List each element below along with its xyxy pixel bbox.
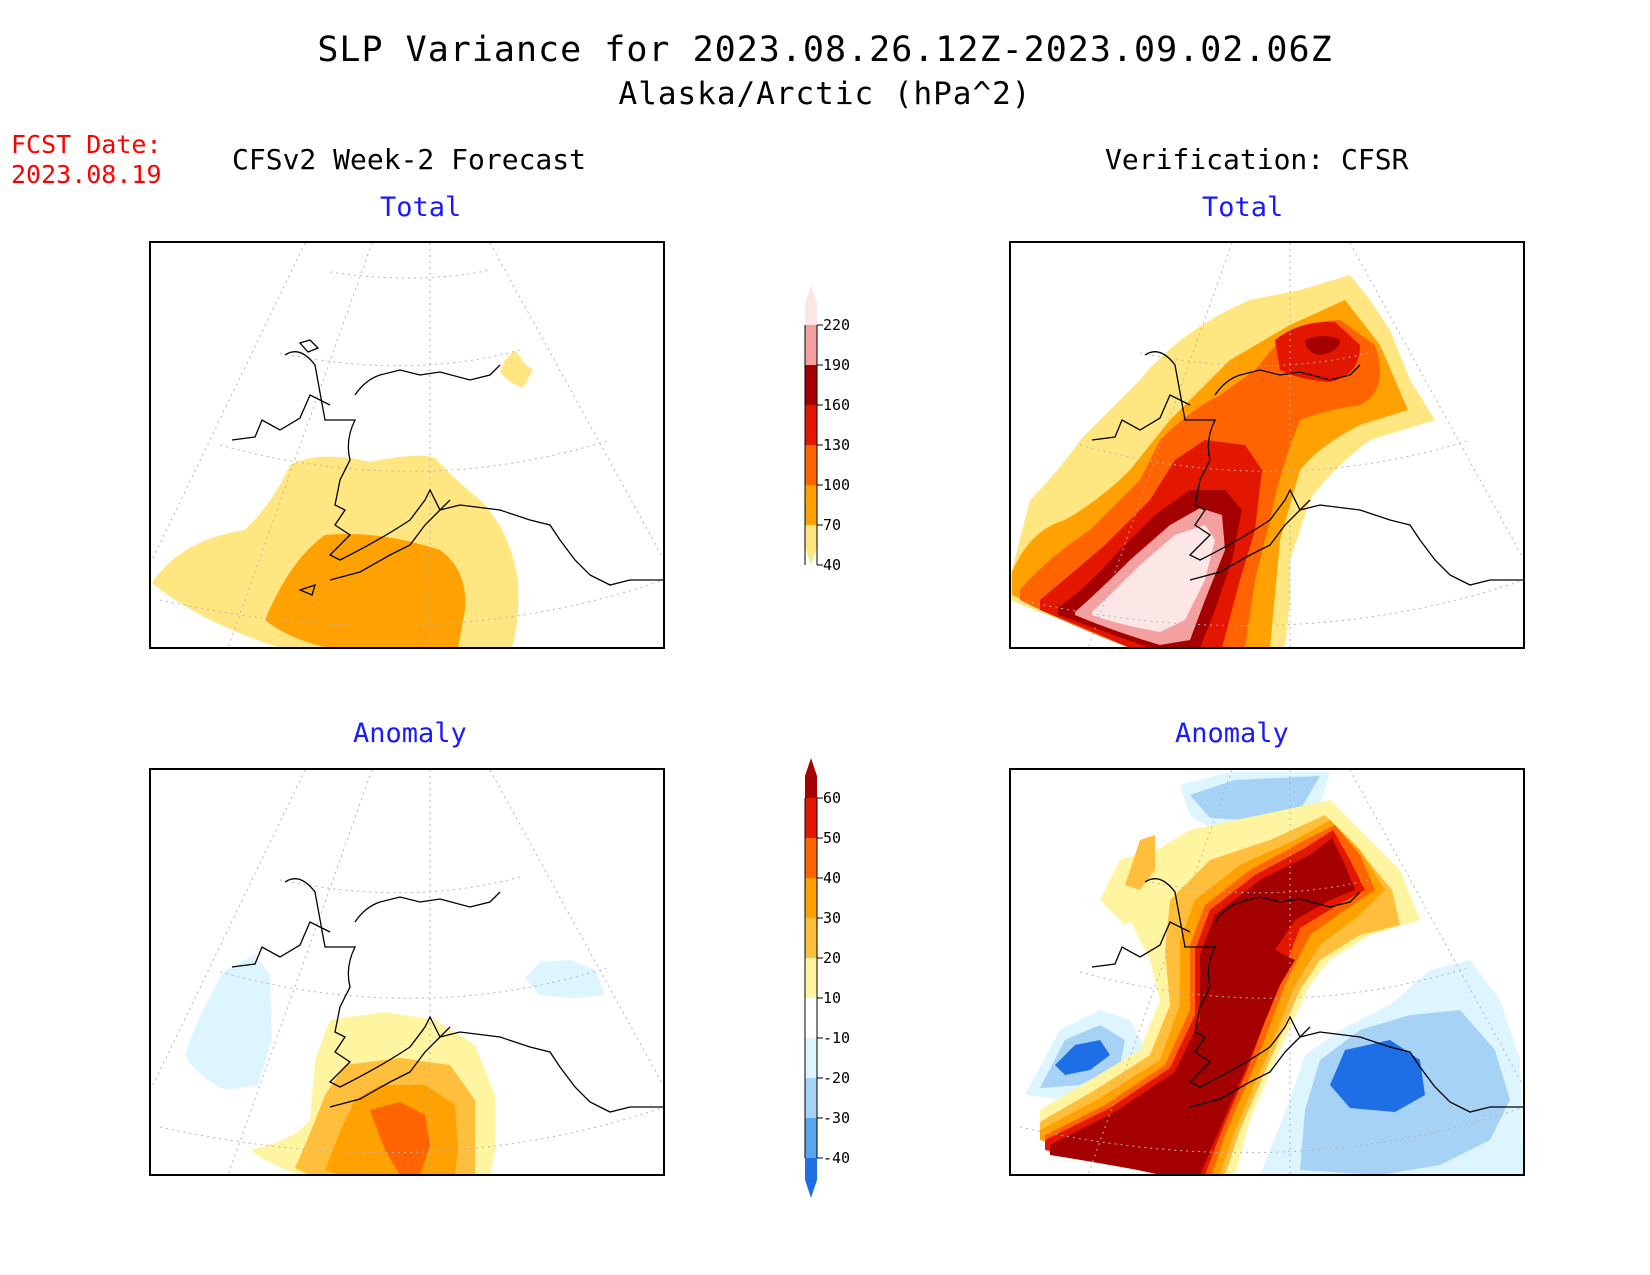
total-colorbar-label: 70 [823, 516, 841, 534]
coastline-peninsula [1189, 499, 1311, 581]
verification-anomaly-title: Anomaly [1175, 718, 1289, 749]
contour-fill-minus10-minus20-west [185, 955, 272, 1090]
coastline-alaska [1144, 351, 1524, 586]
anomaly-colorbar-swatch [805, 918, 817, 958]
graticule [151, 242, 664, 648]
total-colorbar-swatch [805, 405, 817, 445]
verification-anomaly-map [1010, 769, 1524, 1175]
contour-fill-minus20-minus30-north [1190, 776, 1320, 820]
anomaly-colorbar-swatch [805, 1118, 817, 1158]
island [298, 583, 316, 596]
coastline-north [354, 891, 501, 923]
anomaly-colorbar-swatch [805, 798, 817, 838]
coastline-alaska [284, 878, 664, 1113]
graticule [1019, 242, 1524, 648]
contour-fill-40-70-west [1030, 455, 1100, 520]
graticule [1019, 769, 1524, 1175]
anomaly-colorbar-swatch [805, 878, 817, 918]
coastline-peninsula [1189, 1026, 1311, 1108]
fcst-date-label: FCST Date: [11, 130, 162, 159]
forecast-anomaly-map [150, 769, 664, 1175]
coastline-north [1214, 364, 1361, 396]
total-colorbar-label: 160 [823, 396, 850, 414]
total-colorbar-swatch [805, 485, 817, 525]
anomaly-colorbar-label: -40 [823, 1149, 850, 1167]
anomaly-colorbar-label: -30 [823, 1109, 850, 1127]
fcst-date-value: 2023.08.19 [11, 160, 162, 189]
coastline-chukotka [1091, 394, 1191, 441]
verification-anomaly-frame [1009, 768, 1525, 1176]
anomaly-colorbar-label: 40 [823, 869, 841, 887]
contour-fill-40-50 [370, 1102, 430, 1175]
total-colorbar-label: 40 [823, 556, 841, 574]
contour-fill-220-plus [1092, 525, 1215, 632]
forecast-anomaly-frame [149, 768, 665, 1176]
total-colorbar-label: 130 [823, 436, 850, 454]
forecast-column-heading: CFSv2 Week-2 Forecast [232, 143, 587, 176]
verification-total-title: Total [1202, 192, 1284, 223]
anomaly-colorbar-label: 50 [823, 829, 841, 847]
contour-fill-40-70-small [500, 350, 533, 388]
anomaly-colorbar-outline [804, 798, 818, 1158]
coastline-chukotka [1091, 921, 1191, 968]
coastline-north [1214, 891, 1361, 923]
anomaly-colorbar-label: 30 [823, 909, 841, 927]
anomaly-colorbar-label: 60 [823, 789, 841, 807]
total-colorbar-label: 190 [823, 356, 850, 374]
verification-total-frame [1009, 241, 1525, 649]
total-colorbar-swatch [805, 525, 817, 565]
anomaly-colorbar-label: 20 [823, 949, 841, 967]
chart-subtitle: Alaska/Arctic (hPa^2) [618, 76, 1032, 112]
anomaly-colorbar-swatch [805, 758, 817, 798]
total-colorbar-swatch [805, 365, 817, 405]
graticule [151, 769, 664, 1175]
anomaly-colorbar-swatch [805, 1038, 817, 1078]
total-colorbar-swatch [805, 285, 817, 325]
forecast-anomaly-title: Anomaly [353, 718, 467, 749]
total-colorbar-swatch [805, 325, 817, 365]
forecast-total-title: Total [380, 192, 462, 223]
coastline-chukotka [231, 394, 331, 441]
anomaly-colorbar: -40 -30 -20 -10 10 20 30 40 50 60 [804, 758, 850, 1198]
anomaly-colorbar-label: -10 [823, 1029, 850, 1047]
total-colorbar-label: 100 [823, 476, 850, 494]
coastline-north [354, 364, 501, 396]
verification-column-heading: Verification: CFSR [1105, 143, 1409, 176]
forecast-total-frame [149, 241, 665, 649]
anomaly-colorbar-swatch [805, 838, 817, 878]
coastline-chukotka [231, 921, 331, 968]
contour-fill-minus30-minus40-west [1055, 1040, 1110, 1075]
contour-fill-60-plus [1050, 838, 1355, 1175]
verification-total-map [1010, 242, 1524, 648]
contour-fill-20-30-west [1125, 835, 1155, 890]
total-colorbar: 40 70 100 130 160 190 220 [804, 285, 850, 574]
total-colorbar-label: 220 [823, 316, 850, 334]
chart-title: SLP Variance for 2023.08.26.12Z-2023.09.… [317, 30, 1333, 70]
anomaly-colorbar-swatch [805, 998, 817, 1038]
anomaly-colorbar-swatch [805, 1078, 817, 1118]
anomaly-colorbar-swatch [805, 958, 817, 998]
coastline-peninsula [329, 499, 451, 581]
anomaly-colorbar-label: 10 [823, 989, 841, 1007]
anomaly-colorbar-swatch [805, 1158, 817, 1198]
contour-fill-minus30-minus40-southeast [1330, 1040, 1425, 1112]
anomaly-colorbar-label: -20 [823, 1069, 850, 1087]
forecast-total-map [150, 242, 664, 648]
coastline-alaska [284, 351, 664, 586]
contour-fill-160-190-north [1305, 336, 1340, 355]
coastline-alaska [1144, 878, 1524, 1113]
total-colorbar-swatch [805, 445, 817, 485]
contour-fill-70-100 [265, 534, 466, 648]
contour-fill-minus10-minus20-east [525, 960, 605, 998]
island [298, 339, 320, 353]
coastline-peninsula [329, 1026, 451, 1108]
